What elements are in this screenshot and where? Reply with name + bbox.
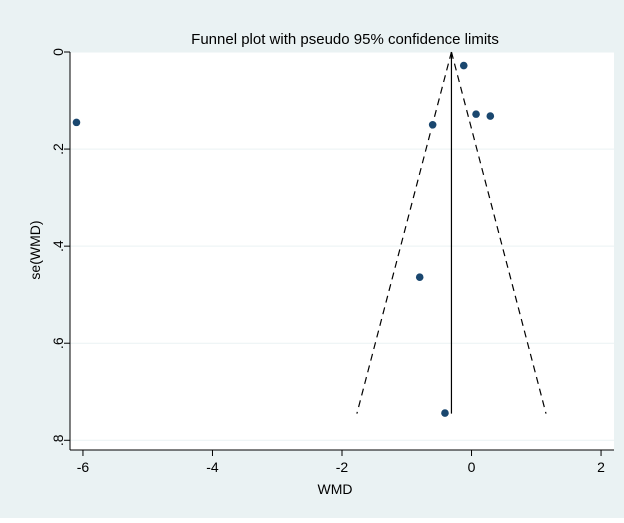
x-tick-label-1: -4: [206, 459, 219, 475]
data-point-2: [472, 110, 480, 118]
chart-title: Funnel plot with pseudo 95% confidence l…: [191, 31, 499, 48]
axes: -6 -4 -2 0 2 0 .2 .4 .6 .8: [50, 48, 614, 475]
grid-lines: [70, 51, 614, 441]
data-point-6: [441, 409, 449, 417]
lower-confidence-limit-line: [356, 51, 453, 414]
data-points: [72, 61, 495, 417]
data-point-4: [428, 121, 437, 129]
data-point-1: [459, 61, 468, 70]
x-tick-label-3: 0: [468, 459, 476, 475]
data-point-5: [415, 273, 424, 282]
y-tick-label-0: 0: [50, 48, 66, 56]
data-point-0: [72, 118, 81, 127]
y-axis-label: se(WMD): [27, 220, 43, 279]
plot-area: [70, 52, 614, 450]
y-tick-label-4: .8: [50, 434, 66, 446]
x-axis-label: WMD: [318, 481, 353, 497]
y-tick-label-3: .6: [50, 337, 66, 349]
x-tick-label-4: 2: [597, 459, 605, 475]
x-tick-label-2: -2: [336, 459, 349, 475]
funnel-lines: [356, 51, 547, 414]
data-point-3: [486, 112, 495, 120]
y-tick-label-2: .4: [50, 240, 66, 252]
upper-confidence-limit-line: [450, 51, 547, 414]
y-tick-label-1: .2: [50, 143, 66, 155]
x-tick-label-0: -6: [77, 459, 90, 475]
